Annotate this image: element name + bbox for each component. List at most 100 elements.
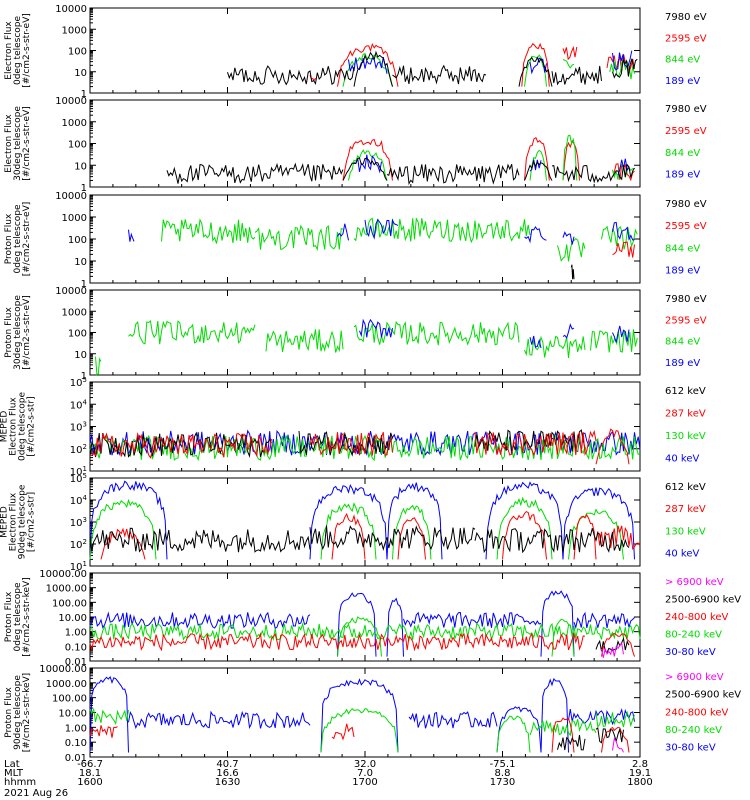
series-trace — [529, 719, 597, 737]
series-trace — [392, 504, 432, 560]
y-tick-label: 105 — [70, 472, 87, 485]
series-trace — [485, 481, 564, 560]
series-trace — [562, 231, 575, 245]
legend-label: 189 eV — [665, 76, 700, 87]
y-tick-label: 1 — [81, 183, 87, 194]
series-trace — [562, 45, 578, 61]
series-4 — [89, 525, 630, 554]
legend-label: 7980 eV — [665, 294, 707, 305]
series-trace — [609, 59, 635, 80]
y-tick-label: 1000 — [62, 213, 87, 224]
legend-label: 2595 eV — [665, 221, 707, 232]
series-trace — [337, 42, 399, 87]
y-tick-label: 103 — [70, 516, 87, 529]
y-tick-label: 100.00 — [52, 694, 87, 705]
series-trace — [353, 320, 520, 346]
series-2 — [128, 218, 635, 245]
series-trace — [557, 734, 586, 751]
y-tick-label: 10000 — [55, 96, 87, 107]
series-2 — [89, 434, 641, 462]
y-tick-label: 10 — [74, 161, 87, 172]
legend-label: 30-80 keV — [665, 647, 716, 658]
series-trace — [359, 318, 393, 338]
series-trace — [496, 496, 553, 560]
series-trace — [386, 597, 404, 657]
series-trace — [161, 218, 256, 244]
series-trace — [601, 632, 635, 657]
legend-label: 7980 eV — [665, 104, 707, 115]
series-trace — [89, 707, 129, 725]
series-4 — [557, 727, 624, 751]
legend-label: 40 keV — [665, 548, 699, 559]
panel-3: 1 10 100 1000 10000 Proton Flux0deg telescope… — [4, 191, 707, 290]
series-trace — [397, 517, 426, 560]
y-tick-label: 1000 — [62, 118, 87, 129]
footer-value: 7.0 — [357, 768, 373, 779]
footer-value: 1700 — [352, 777, 377, 788]
panel-1: 1 10 100 1000 10000 Electron Flux0deg telesco… — [4, 4, 707, 100]
series-trace — [595, 428, 630, 465]
y-tick-label: 10.00 — [58, 613, 87, 624]
series-1 — [95, 320, 638, 376]
series-trace — [518, 56, 553, 87]
series-trace — [95, 356, 102, 376]
y-tick-label: 100 — [68, 235, 87, 246]
series-4 — [570, 264, 575, 280]
y-tick-label: 102 — [70, 443, 87, 456]
legend-label: 612 keV — [665, 482, 706, 493]
series-trace — [595, 710, 635, 728]
series-3 — [612, 241, 635, 258]
legend-label: 7980 eV — [665, 12, 707, 23]
y-tick-label: 1.00 — [65, 628, 87, 639]
y-tick-label: 10000 — [55, 4, 87, 15]
series-trace — [551, 618, 575, 657]
y-axis-label: Proton Flux30deg telescope[#/cm2-s-str-e… — [4, 295, 32, 370]
y-tick-label: 10000.00 — [39, 664, 87, 675]
series-2 — [89, 496, 624, 560]
footer-value: 18.1 — [79, 768, 101, 779]
series-trace — [612, 221, 635, 241]
series-2 — [89, 616, 641, 657]
legend-label: 2595 eV — [665, 33, 707, 44]
series-1 — [161, 216, 638, 262]
series-4 — [595, 636, 630, 654]
series-trace — [562, 134, 578, 181]
y-tick-label: 0.01 — [65, 753, 87, 764]
series-trace — [496, 706, 542, 753]
legend-label: > 6900 keV — [665, 672, 724, 683]
series-trace — [524, 160, 553, 181]
series-trace — [337, 592, 377, 657]
series-trace — [353, 154, 382, 174]
legend-label: 80-240 keV — [665, 629, 722, 640]
y-tick-label: 10000.00 — [39, 569, 87, 580]
series-trace — [353, 216, 531, 244]
series-trace — [595, 727, 624, 744]
series-trace — [524, 54, 547, 87]
legend-label: 612 keV — [665, 386, 706, 397]
series-trace — [595, 636, 630, 654]
y-tick-label: 100 — [68, 47, 87, 58]
series-2 — [89, 707, 635, 753]
footer-value: 32.0 — [354, 759, 376, 770]
legend-label: 2595 eV — [665, 126, 707, 137]
series-trace — [612, 737, 624, 753]
series-trace — [496, 715, 531, 753]
series-trace — [551, 163, 635, 184]
series-trace — [342, 138, 393, 181]
y-tick-label: 10 — [74, 68, 87, 79]
y-tick-label: 10 — [74, 350, 87, 361]
y-tick-label: 0.10 — [65, 738, 87, 749]
legend-label: 130 keV — [665, 431, 706, 442]
y-tick-label: 100.00 — [52, 598, 87, 609]
legend-label: 844 eV — [665, 55, 700, 66]
panel-frame — [89, 194, 641, 284]
y-axis-label: Electron Flux30deg telescope[#/cm2-s-str… — [4, 106, 32, 181]
series-trace — [474, 528, 630, 554]
y-tick-label: 104 — [70, 398, 88, 411]
footer-value: -75.1 — [490, 759, 516, 770]
series-4 — [227, 50, 638, 87]
series-2 — [359, 318, 630, 349]
y-tick-label: 0.01 — [65, 657, 87, 668]
series-trace — [128, 320, 256, 345]
series-trace — [568, 707, 635, 726]
